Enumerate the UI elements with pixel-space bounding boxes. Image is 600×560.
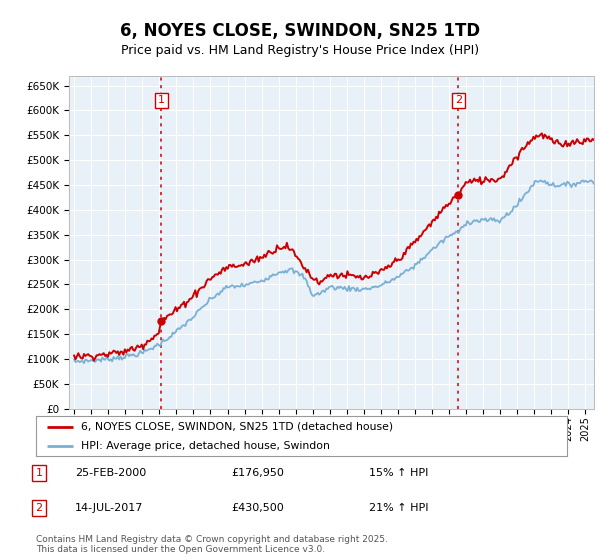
Text: £430,500: £430,500 [231, 503, 284, 513]
Text: HPI: Average price, detached house, Swindon: HPI: Average price, detached house, Swin… [81, 441, 330, 450]
Text: 2: 2 [35, 503, 43, 513]
Text: 15% ↑ HPI: 15% ↑ HPI [369, 468, 428, 478]
Text: £176,950: £176,950 [231, 468, 284, 478]
Text: Contains HM Land Registry data © Crown copyright and database right 2025.
This d: Contains HM Land Registry data © Crown c… [36, 535, 388, 554]
Text: 1: 1 [158, 95, 165, 105]
Text: 6, NOYES CLOSE, SWINDON, SN25 1TD: 6, NOYES CLOSE, SWINDON, SN25 1TD [120, 22, 480, 40]
Text: 2: 2 [455, 95, 462, 105]
Text: 6, NOYES CLOSE, SWINDON, SN25 1TD (detached house): 6, NOYES CLOSE, SWINDON, SN25 1TD (detac… [81, 422, 393, 432]
Text: 25-FEB-2000: 25-FEB-2000 [75, 468, 146, 478]
Text: 14-JUL-2017: 14-JUL-2017 [75, 503, 143, 513]
Text: 1: 1 [35, 468, 43, 478]
Text: 21% ↑ HPI: 21% ↑ HPI [369, 503, 428, 513]
Text: Price paid vs. HM Land Registry's House Price Index (HPI): Price paid vs. HM Land Registry's House … [121, 44, 479, 57]
